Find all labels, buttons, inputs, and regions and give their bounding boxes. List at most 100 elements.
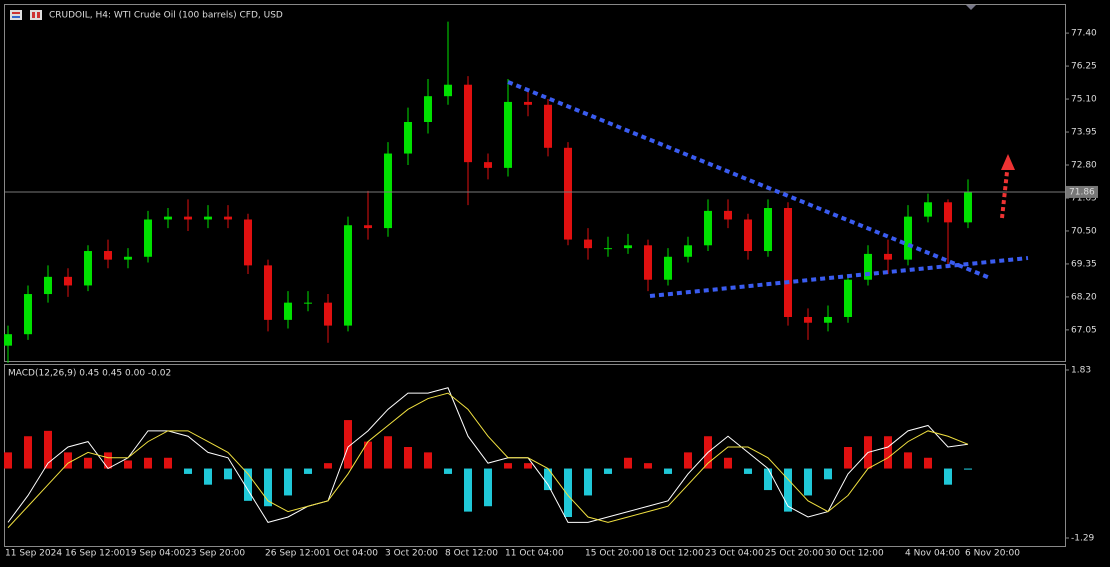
candle-body <box>584 239 592 249</box>
candle-body <box>964 191 972 223</box>
candle-body <box>684 245 692 257</box>
histogram-bar <box>604 468 612 474</box>
forecast-arrow <box>1000 154 1015 219</box>
histogram-bar <box>264 468 272 507</box>
shift-marker <box>966 5 976 10</box>
y-tick-label: 1.83 <box>1071 366 1091 376</box>
candle-body <box>904 216 912 260</box>
x-tick-label: 1 Oct 04:00 <box>325 549 378 559</box>
histogram-bar <box>44 430 52 469</box>
histogram-bar <box>304 468 312 474</box>
price-label: 71.86 <box>1069 187 1095 197</box>
x-tick-label: 3 Oct 20:00 <box>385 549 438 559</box>
candle-body <box>124 256 132 260</box>
candle-body <box>704 210 712 246</box>
candle-body <box>664 256 672 280</box>
histogram-bar <box>124 460 132 469</box>
candle-body <box>724 210 732 220</box>
histogram-bar <box>24 436 32 469</box>
histogram-bar <box>544 468 552 491</box>
trendlines <box>507 80 1029 298</box>
y-tick-label: 69.35 <box>1071 259 1097 269</box>
histogram-bar <box>444 468 452 474</box>
histogram-bar <box>104 452 112 469</box>
histogram-bar <box>664 468 672 474</box>
histogram-bar <box>64 452 72 469</box>
candle-body <box>24 294 32 335</box>
candle-body <box>644 245 652 280</box>
y-tick-label: 77.40 <box>1071 29 1097 39</box>
candle-body <box>844 279 852 317</box>
y-tick-label: 71.65 <box>1071 193 1097 203</box>
candle-body <box>304 302 312 304</box>
x-tick-label: 23 Oct 04:00 <box>705 549 764 559</box>
candle-body <box>804 316 812 323</box>
histogram-bar <box>424 452 432 469</box>
candle-body <box>104 251 112 260</box>
candle-body <box>444 84 452 97</box>
candle-body <box>524 101 532 105</box>
histogram-bar <box>504 463 512 469</box>
candle-body <box>344 225 352 326</box>
histogram-bar <box>684 452 692 469</box>
y-tick-label: 72.80 <box>1071 161 1097 171</box>
histogram-bar <box>884 436 892 469</box>
candle-body <box>64 276 72 286</box>
candle-body <box>784 208 792 317</box>
candle-body <box>204 216 212 220</box>
histogram-bar <box>324 463 332 469</box>
x-tick-label: 15 Oct 20:00 <box>585 549 644 559</box>
histogram-bar <box>564 468 572 517</box>
histogram-bar <box>364 441 372 469</box>
histogram-bar <box>924 457 932 469</box>
histogram-bar <box>804 468 812 496</box>
candle-body <box>224 216 232 220</box>
chart-title: CRUDOIL, H4: WTI Crude Oil (100 barrels)… <box>49 11 283 21</box>
histogram-bar <box>944 468 952 485</box>
candle-body <box>764 208 772 252</box>
histogram-bar <box>464 468 472 512</box>
candle-body <box>364 225 372 229</box>
candle-body <box>44 276 52 295</box>
x-tick-label: 30 Oct 12:00 <box>825 549 884 559</box>
y-tick-label: -1.29 <box>1071 534 1095 544</box>
candle-body <box>864 253 872 280</box>
x-tick-label: 18 Oct 12:00 <box>645 549 704 559</box>
candle-body <box>384 153 392 229</box>
histogram-bar <box>744 468 752 474</box>
histogram-bar <box>764 468 772 491</box>
y-tick-label: 68.20 <box>1071 292 1097 302</box>
histogram-bar <box>904 452 912 469</box>
histogram-bar <box>644 463 652 469</box>
histogram-bar <box>784 468 792 512</box>
candle-body <box>624 245 632 249</box>
candle-body <box>404 121 412 154</box>
toolbar-icons <box>10 10 42 20</box>
y-tick-label: 75.10 <box>1071 95 1097 105</box>
candle-body <box>184 216 192 220</box>
candle-body <box>564 147 572 240</box>
x-tick-label: 4 Nov 04:00 <box>905 549 960 559</box>
histogram-bar <box>484 468 492 507</box>
candle-body <box>464 84 472 163</box>
x-tick-label: 11 Sep 2024 <box>5 549 62 559</box>
histogram-bar <box>624 457 632 469</box>
histogram-bar <box>384 436 392 469</box>
candle-body <box>164 216 172 220</box>
x-tick-label: 26 Sep 12:00 <box>265 549 325 559</box>
x-tick-label: 19 Sep 04:00 <box>125 549 185 559</box>
candle-body <box>504 101 512 168</box>
histogram-bar <box>4 452 12 469</box>
histogram-bar <box>404 447 412 469</box>
candle-body <box>424 96 432 122</box>
candle-body <box>144 219 152 257</box>
histogram-bar <box>824 468 832 480</box>
histogram-bar <box>184 468 192 474</box>
y-tick-label: 73.95 <box>1071 128 1097 138</box>
histogram-bar <box>284 468 292 496</box>
main-pane <box>4 4 1066 362</box>
x-tick-label: 25 Oct 20:00 <box>765 549 824 559</box>
x-tick-label: 16 Sep 12:00 <box>65 549 125 559</box>
candle-body <box>604 248 612 250</box>
